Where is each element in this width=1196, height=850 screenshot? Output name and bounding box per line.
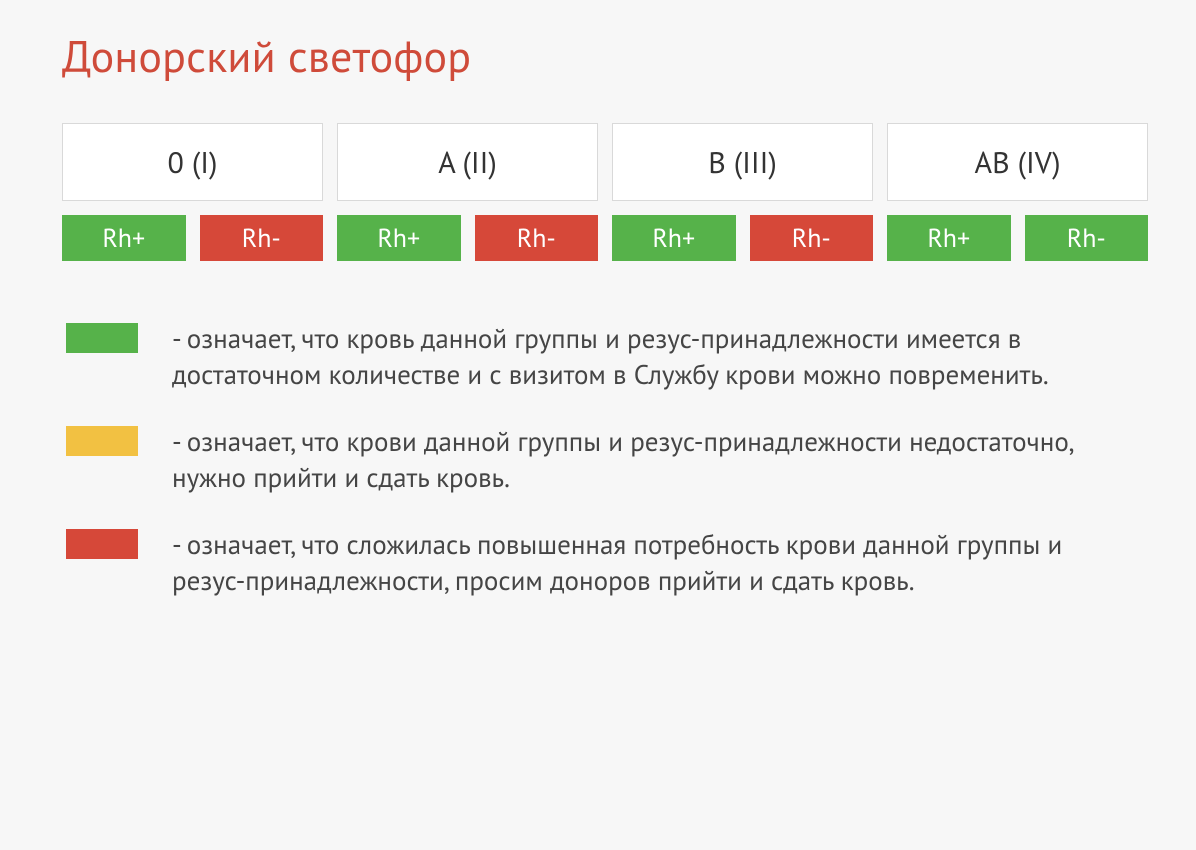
rh-minus-badge: Rh- bbox=[475, 215, 599, 261]
legend-row-red: - означает, что сложилась повышенная пот… bbox=[66, 527, 1148, 600]
rh-plus-badge: Rh+ bbox=[62, 215, 186, 261]
group-card-0: 0 (I) bbox=[62, 123, 323, 201]
group-label: 0 (I) bbox=[168, 143, 218, 182]
legend-swatch bbox=[66, 529, 138, 559]
blood-groups-row: 0 (I) A (II) B (III) AB (IV) bbox=[62, 123, 1148, 201]
rh-pair-2: Rh+ Rh- bbox=[612, 215, 873, 261]
rh-plus-badge: Rh+ bbox=[337, 215, 461, 261]
group-card-2: B (III) bbox=[612, 123, 873, 201]
page-root: Донорский светофор 0 (I) A (II) B (III) … bbox=[0, 0, 1196, 640]
legend-row-yellow: - означает, что крови данной группы и ре… bbox=[66, 424, 1148, 497]
legend-swatch bbox=[66, 426, 138, 456]
page-title: Донорский светофор bbox=[62, 28, 1148, 85]
legend-swatch bbox=[66, 323, 138, 353]
rh-plus-badge: Rh+ bbox=[887, 215, 1011, 261]
group-label: AB (IV) bbox=[975, 143, 1061, 182]
legend-text: - означает, что сложилась повышенная пот… bbox=[172, 527, 1102, 600]
rh-row: Rh+ Rh- Rh+ Rh- Rh+ Rh- Rh+ Rh- bbox=[62, 215, 1148, 261]
legend-text: - означает, что крови данной группы и ре… bbox=[172, 424, 1102, 497]
rh-minus-badge: Rh- bbox=[200, 215, 324, 261]
legend: - означает, что кровь данной группы и ре… bbox=[62, 321, 1148, 600]
rh-minus-badge: Rh- bbox=[750, 215, 874, 261]
group-label: A (II) bbox=[438, 143, 497, 182]
rh-plus-badge: Rh+ bbox=[612, 215, 736, 261]
rh-pair-0: Rh+ Rh- bbox=[62, 215, 323, 261]
group-card-1: A (II) bbox=[337, 123, 598, 201]
rh-pair-3: Rh+ Rh- bbox=[887, 215, 1148, 261]
group-card-3: AB (IV) bbox=[887, 123, 1148, 201]
rh-pair-1: Rh+ Rh- bbox=[337, 215, 598, 261]
rh-minus-badge: Rh- bbox=[1025, 215, 1149, 261]
legend-row-green: - означает, что кровь данной группы и ре… bbox=[66, 321, 1148, 394]
legend-text: - означает, что кровь данной группы и ре… bbox=[172, 321, 1102, 394]
group-label: B (III) bbox=[708, 143, 777, 182]
